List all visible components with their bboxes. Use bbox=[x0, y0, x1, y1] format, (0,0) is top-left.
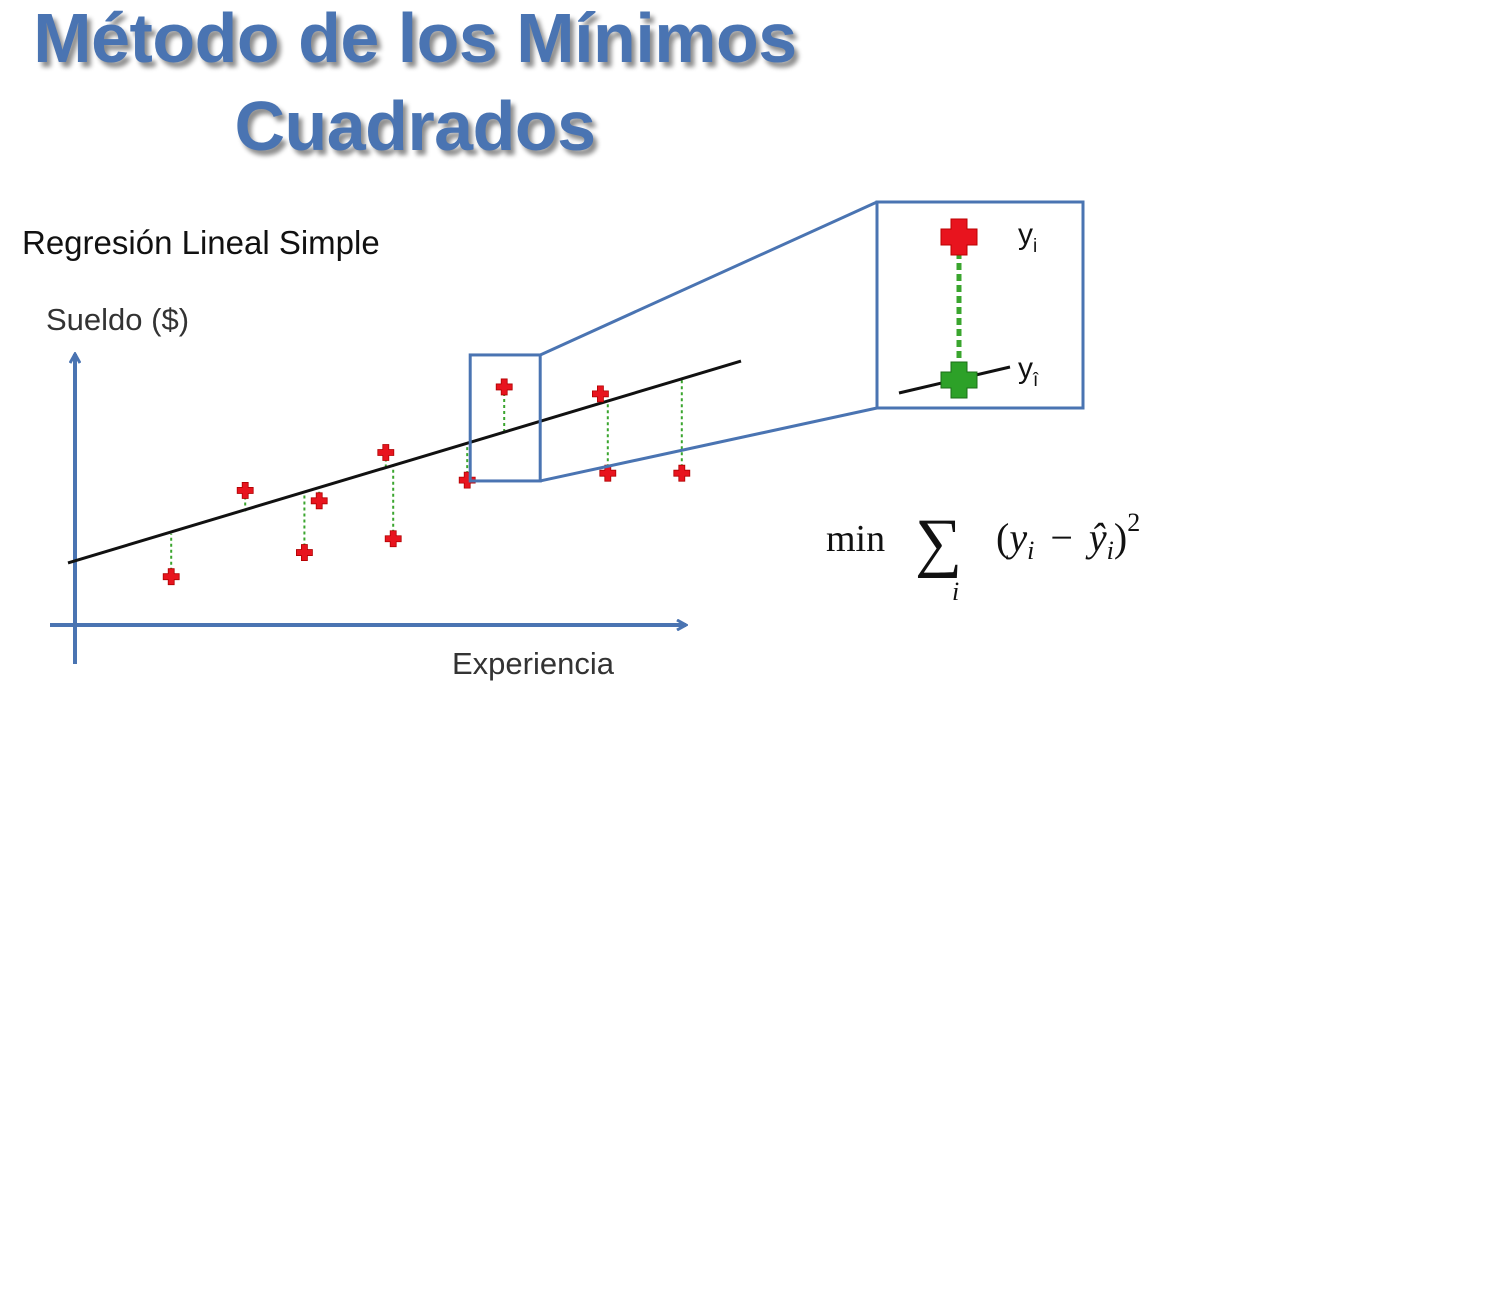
zoom-box bbox=[875, 200, 1085, 410]
data-point bbox=[162, 568, 180, 586]
data-points bbox=[162, 378, 691, 586]
focus-box bbox=[468, 353, 542, 483]
data-point bbox=[236, 482, 254, 499]
title-line-2: Cuadrados bbox=[234, 87, 596, 165]
zoom-connector-bottom bbox=[539, 406, 878, 483]
page-title: Método de los Mínimos Cuadrados bbox=[0, 0, 830, 170]
data-point bbox=[592, 385, 609, 403]
data-point bbox=[296, 544, 313, 561]
observed-point bbox=[940, 218, 978, 256]
x-axis-label: Experiencia bbox=[452, 646, 615, 681]
data-point bbox=[673, 464, 691, 482]
formula-min: min bbox=[826, 518, 885, 560]
data-point bbox=[384, 530, 402, 548]
y-axis-label: Sueldo ($) bbox=[46, 302, 189, 337]
data-point bbox=[377, 444, 395, 461]
formula-terms: (yi − ŷi)2 bbox=[996, 508, 1140, 565]
fitted-point bbox=[940, 361, 978, 399]
data-point bbox=[495, 378, 513, 396]
fitted-label: yî bbox=[1018, 352, 1039, 391]
regression-line bbox=[67, 359, 742, 565]
formula-sum: ∑ bbox=[915, 506, 962, 579]
data-point bbox=[599, 464, 617, 482]
chart-subtitle: Regresión Lineal Simple bbox=[22, 224, 380, 261]
title-line-1: Método de los Mínimos bbox=[33, 0, 797, 77]
zoom-connector-top bbox=[539, 200, 878, 357]
formula-sum-index: i bbox=[952, 577, 959, 606]
zoom-panel: yi yî bbox=[875, 200, 1085, 410]
least-squares-formula: min ∑ i (yi − ŷi)2 bbox=[826, 506, 1140, 606]
data-point bbox=[310, 492, 328, 510]
observed-label: yi bbox=[1018, 218, 1037, 257]
